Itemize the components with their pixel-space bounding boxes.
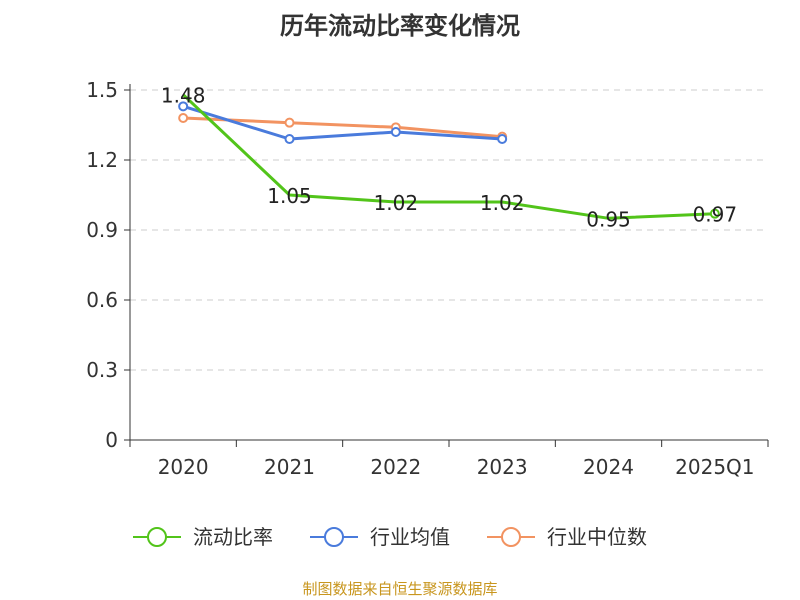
y-tick-label: 1.2 <box>86 148 118 172</box>
legend-item[interactable]: 流动比率 <box>133 525 273 549</box>
grid-lines <box>130 89 768 371</box>
legend-label: 行业均值 <box>370 525 450 549</box>
data-point <box>284 117 295 128</box>
y-tick-label: 0.3 <box>86 358 118 382</box>
y-tick-label: 0 <box>105 428 118 452</box>
x-tick-label: 2023 <box>477 455 528 479</box>
data-label: 1.02 <box>480 191 525 215</box>
legend: 流动比率 行业均值 行业中位数 <box>133 525 647 549</box>
chart-title: 历年流动比率变化情况 <box>280 12 520 40</box>
series-lines <box>178 93 720 220</box>
data-label: 0.97 <box>693 203 738 227</box>
data-label: 1.02 <box>374 191 419 215</box>
y-tick-label: 1.5 <box>86 78 118 102</box>
data-point <box>497 134 508 144</box>
legend-item[interactable]: 行业均值 <box>310 525 450 549</box>
data-point <box>178 101 189 112</box>
data-point <box>390 127 401 137</box>
legend-swatch-marker <box>501 527 521 547</box>
legend-item[interactable]: 行业中位数 <box>487 525 647 549</box>
legend-swatch-marker <box>147 527 167 547</box>
series-line-1 <box>182 104 503 141</box>
data-point <box>709 208 720 219</box>
series-line-2 <box>183 116 503 139</box>
source-note: 制图数据来自恒生聚源数据库 <box>302 580 498 598</box>
x-tick-label: 2021 <box>264 455 315 479</box>
x-tick-label: 2020 <box>158 455 209 479</box>
x-tick-label: 2024 <box>583 455 634 479</box>
axes: 0 0.3 0.6 0.9 1.2 1.5 2020 2021 2022 2023 2024 2025… <box>86 78 769 479</box>
data-labels: 1.48 1.05 1.02 1.02 0.95 0.97 <box>161 84 737 232</box>
data-point <box>284 134 295 144</box>
x-tick-label: 2025Q1 <box>675 455 754 479</box>
y-tick-label: 0.9 <box>86 218 118 242</box>
series-line-0 <box>182 93 715 220</box>
x-tick-label: 2022 <box>370 455 421 479</box>
data-point <box>178 113 189 123</box>
data-label: 1.05 <box>267 184 312 208</box>
y-tick-label: 0.6 <box>86 288 118 312</box>
data-label: 1.48 <box>161 84 206 108</box>
legend-label: 行业中位数 <box>547 525 647 549</box>
legend-swatch-marker <box>324 527 344 547</box>
data-label: 0.95 <box>586 207 631 231</box>
legend-label: 流动比率 <box>193 525 273 549</box>
